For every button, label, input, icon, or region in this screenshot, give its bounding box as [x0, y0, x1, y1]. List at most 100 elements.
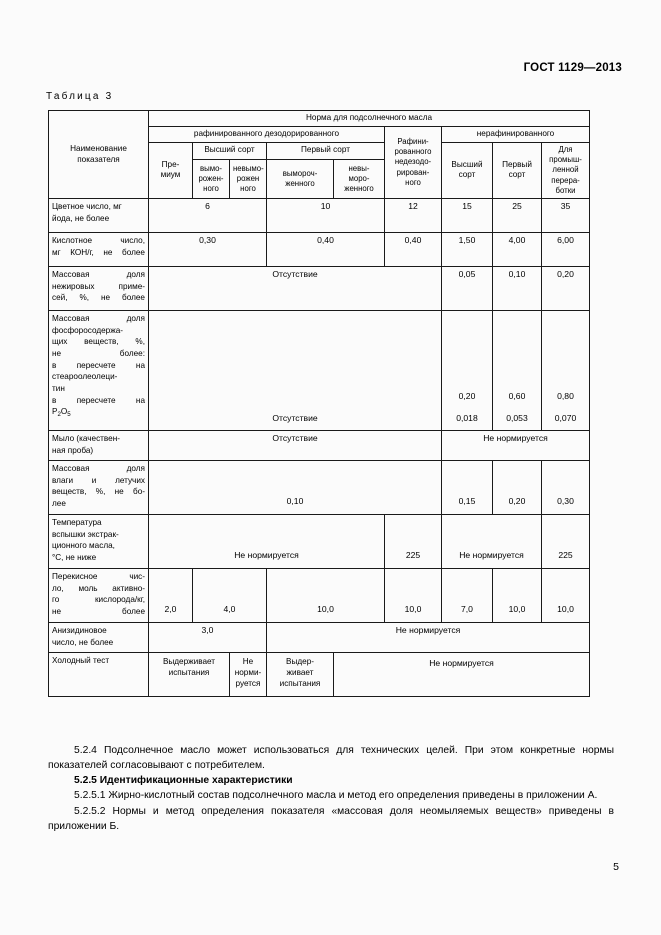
- cell-value: 0,40: [266, 232, 385, 268]
- table-row: Массовая доля нежировых приме- сей, %, н…: [48, 266, 591, 312]
- row6-label-line2: влаги и летучих: [52, 475, 145, 485]
- cell-value-group: 0,60 0,053: [492, 310, 542, 432]
- cell-value: 225: [540, 514, 591, 570]
- header-col-vymorozhennogo: вымо- рожен- ного: [192, 158, 230, 200]
- p2o5-o: O: [60, 407, 68, 417]
- p2o5-value: 0,053: [506, 412, 528, 423]
- cell-value: 0,30: [540, 460, 591, 516]
- table-row: Массовая доля влаги и летучих веществ, %…: [48, 460, 591, 516]
- header-col-unref-vysshiy: Высший сорт: [441, 141, 493, 200]
- header-sub-perviy-sort: Первый сорт: [266, 141, 385, 160]
- cell-value: Отсутствие: [148, 310, 442, 432]
- unref-perviy-line2: сорт: [508, 170, 526, 180]
- cell-value: 15: [441, 198, 493, 234]
- standard-number-header: ГОСТ 1129—2013: [523, 62, 622, 74]
- cell-value: 10,0: [384, 568, 442, 624]
- row9-label-line2: число, не более: [52, 637, 114, 647]
- row4-label-line4: не более:: [52, 348, 145, 358]
- row7-label-line4: °С, не ниже: [52, 552, 97, 562]
- nevymor-line1: невымо-: [233, 163, 264, 173]
- table-row: Цветное число, мг йода, не более 6 10 12…: [48, 198, 591, 234]
- cell-value: 10: [266, 198, 385, 234]
- cell-value: 4,00: [492, 232, 542, 268]
- row8-label-line3: го кислорода/кг,: [52, 595, 145, 605]
- row-label-soap: Мыло (качествен- ная проба): [48, 430, 149, 462]
- row-label-color-number: Цветное число, мг йода, не более: [48, 198, 149, 234]
- cell-value: Отсутствие: [148, 266, 442, 312]
- vymor2-line1: вымороч-: [282, 168, 318, 178]
- cell-value: 225: [384, 514, 442, 570]
- row1-label-line1: Цветное число, мг: [52, 202, 122, 212]
- row7-label-line3: ционного масла,: [52, 541, 115, 551]
- cell-value: 0,15: [441, 460, 493, 516]
- table-header-row-3: Пре- миум Высший сорт Первый сорт Высший…: [49, 141, 591, 200]
- table-row: Мыло (качествен- ная проба) Отсутствие Н…: [48, 430, 591, 462]
- cell-value: Не нормируется: [265, 622, 591, 654]
- industrial-line4: перера-: [551, 175, 580, 185]
- cell-value: 0,20: [492, 460, 542, 516]
- row4-label-line1: Массовая доля: [52, 314, 145, 324]
- unref-perviy-line1: Первый: [502, 159, 532, 169]
- cell-value: 0,20: [540, 266, 591, 312]
- header-group-refined-deodorized: рафинированного дезодорированного: [148, 125, 385, 143]
- cell-value: Отсутствие: [148, 430, 442, 462]
- table-row: Массовая доля фосфоросодержа- щих вещест…: [48, 310, 591, 432]
- cell-value: 3,0: [148, 622, 267, 654]
- cell-value: 4,0: [192, 568, 267, 624]
- cell-value: 6,00: [540, 232, 591, 268]
- header-col-rafinirovannogo: Рафини- рованного недезодо- рирован- ног…: [384, 125, 442, 200]
- cell-value-group: Не норми- руется: [229, 652, 267, 698]
- industrial-line5: ботки: [555, 185, 576, 195]
- rafinirovannogo-line1: Рафини-: [397, 136, 429, 146]
- nevymor-line3: ного: [240, 184, 256, 194]
- cell-value-group: 0,80 0,070: [540, 310, 591, 432]
- cell-value: 25: [492, 198, 542, 234]
- row7-label-line2: вспышки экстрак-: [52, 529, 119, 539]
- cell-value: 10,0: [266, 568, 385, 624]
- p2o5-value: 0,070: [554, 412, 577, 423]
- rafinirovannogo-line3: недезодо-: [394, 157, 432, 167]
- row3-label-line3: сей, %, не более: [52, 293, 145, 303]
- cell-value: 1,50: [441, 232, 493, 268]
- nevymor2-line3: женного: [344, 184, 374, 194]
- cell-value: 0,05: [441, 266, 493, 312]
- body-paragraphs: 5.2.4 Подсолнечное масло может использов…: [48, 744, 614, 835]
- cold-c2-line3: руется: [235, 678, 261, 688]
- cell-value-group: 0,20 0,018: [441, 310, 493, 432]
- stearo-value: 0,20: [458, 391, 476, 402]
- premium-line1: Пре-: [161, 159, 180, 169]
- row-label-nonfat-impurities: Массовая доля нежировых приме- сей, %, н…: [48, 266, 149, 312]
- table-header-row-4: вымо- рожен- ного невымо- рожен ного вым…: [49, 158, 590, 200]
- row10-label-line1: Холодный тест: [52, 656, 110, 666]
- cold-c3-line2: живает: [286, 667, 314, 677]
- stearo-value: 0,80: [557, 391, 574, 402]
- row1-label-line2: йода, не более: [52, 213, 110, 223]
- paragraph-5-2-5-1: 5.2.5.1 Жирно-кислотный состав подсолнеч…: [74, 790, 598, 802]
- row8-label-line1: Перекисное чис-: [52, 572, 145, 582]
- row4-label-line3: щих веществ, %,: [52, 337, 145, 347]
- header-group-all: Норма для подсолнечного масла: [147, 110, 591, 127]
- cell-value-group: Выдерживает испытания: [148, 652, 230, 698]
- table-row: Холодный тест Выдерживает испытания Не н…: [48, 652, 591, 698]
- row4-label-line8: в пересчете на: [52, 395, 145, 405]
- nevymor-line2: рожен: [236, 173, 260, 183]
- header-col-unref-perviy: Первый сорт: [492, 141, 542, 200]
- row4-label-line6: стеароолеолеци-: [52, 372, 118, 382]
- vymor-line3: ного: [203, 184, 219, 194]
- cell-value: 0,40: [384, 232, 442, 268]
- header-name-column: Наименование показателя: [48, 109, 149, 200]
- cold-c3-line3: испытания: [279, 678, 321, 688]
- row-label-anisidine-number: Анизидиновое число, не более: [48, 622, 149, 654]
- cell-value-group: Выдер- живает испытания: [266, 652, 334, 698]
- row6-label-line3: веществ, %, не бо-: [52, 487, 145, 497]
- cell-value: 10,0: [540, 568, 591, 624]
- header-col-vymorozhennogo-2: вымороч- женного: [266, 158, 334, 200]
- row9-label-line1: Анизидиновое: [52, 626, 107, 636]
- cell-value: 0,10: [492, 266, 542, 312]
- cold-c2-line1: Не: [242, 657, 254, 667]
- table-row: Температура вспышки экстрак- ционного ма…: [48, 514, 591, 570]
- row-label-peroxide-number: Перекисное чис- ло, моль активно- го кис…: [48, 568, 149, 624]
- row-label-phosphorus-substances: Массовая доля фосфоросодержа- щих вещест…: [48, 310, 149, 432]
- vymor-line1: вымо-: [199, 163, 223, 173]
- p2o5-sub2: 5: [67, 410, 71, 418]
